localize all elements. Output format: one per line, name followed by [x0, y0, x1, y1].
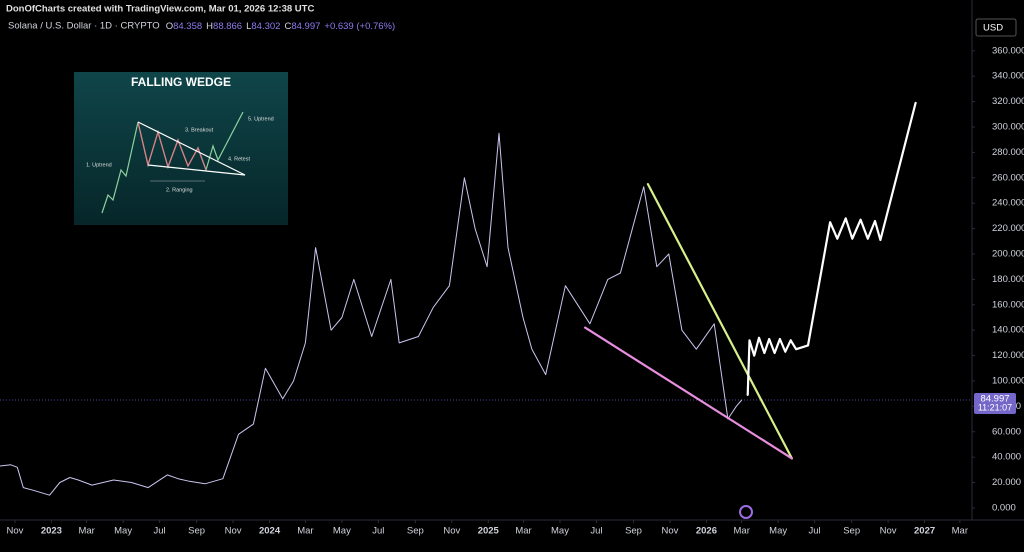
inset-title: FALLING WEDGE — [131, 75, 231, 89]
y-tick-label: 300.000 — [992, 121, 1024, 132]
y-tick-label: 20.000 — [992, 477, 1021, 488]
inset-label: 5. Uptrend — [248, 116, 274, 122]
x-tick-label: Nov — [6, 526, 23, 537]
currency: USD — [983, 23, 1003, 34]
y-tick-label: 280.000 — [992, 147, 1024, 158]
ohlc-letter: L — [246, 21, 251, 32]
y-tick-label: 340.000 — [992, 71, 1024, 82]
inset: FALLING WEDGE 1. Uptrend 2. Ranging 3. B… — [74, 72, 288, 225]
x-tick-label: Jul — [372, 526, 384, 537]
x-tick-label: 2023 — [41, 526, 62, 537]
y-tick-label: 260.000 — [992, 172, 1024, 183]
x-tick-label: Sep — [843, 526, 860, 537]
y-tick-label: 200.000 — [992, 248, 1024, 259]
y-tick-label: 220.000 — [992, 223, 1024, 234]
x-tick-label: Mar — [515, 526, 531, 537]
x-tick-label: 2027 — [914, 526, 935, 537]
x-tick-label: Mar — [78, 526, 94, 537]
x-tick-label: May — [769, 526, 787, 537]
inset-label: 1. Uptrend — [86, 162, 112, 168]
x-tick-label: Sep — [188, 526, 205, 537]
last-price: 84.997 — [980, 394, 1009, 405]
ohlc-value: 84.302 — [251, 21, 280, 32]
x-tick-label: 2024 — [259, 526, 281, 537]
y-tick-label: 40.000 — [992, 452, 1021, 463]
ohlc: O84.358 H88.866 L84.302 C84.997 +0.639 (+0.7… — [166, 21, 395, 32]
x-tick-label: Mar — [297, 526, 313, 537]
inset-label: 2. Ranging — [166, 187, 193, 193]
ohlc-value: 84.997 — [291, 21, 320, 32]
x-tick-label: Sep — [625, 526, 642, 537]
x-tick-label: Mar — [734, 526, 750, 537]
x-tick-label: Nov — [880, 526, 897, 537]
attribution: DonOfCharts created with TradingView.com… — [6, 4, 314, 15]
y-tick-label: 120.000 — [992, 350, 1024, 361]
ohlc-letter: H — [206, 21, 213, 32]
icon — [739, 505, 753, 519]
ohlc-value: 84.358 — [173, 21, 202, 32]
drawing-line — [646, 183, 793, 460]
x-tick-label: 2025 — [478, 526, 500, 537]
y-tick-label: 180.000 — [992, 274, 1024, 285]
x-tick-label: Mar — [952, 526, 968, 537]
y-tick-label: 160.000 — [992, 299, 1024, 310]
x-tick-label: May — [114, 526, 132, 537]
ohlc-letter: C — [284, 21, 291, 32]
y-tick-label: 60.000 — [992, 426, 1021, 437]
inset-line — [147, 164, 246, 176]
ohlc-letter: O — [166, 21, 173, 32]
y-tick-label: 360.000 — [992, 45, 1024, 56]
x-tick-label: May — [333, 526, 351, 537]
y-tick-label: 140.000 — [992, 325, 1024, 336]
x-tick-label: Jul — [153, 526, 165, 537]
change: +0.639 (+0.76%) — [324, 21, 395, 32]
y-tick-label: 100.000 — [992, 375, 1024, 386]
x-tick-label: May — [551, 526, 569, 537]
x-tick-label: Nov — [225, 526, 242, 537]
countdown: 11:21:07 — [978, 402, 1012, 412]
price-line — [0, 132, 743, 496]
inset-label: 4. Retest — [228, 156, 250, 162]
currency-box — [975, 18, 1017, 37]
x-tick-label: Sep — [407, 526, 424, 537]
drawing-line — [584, 326, 793, 460]
x-tick-label: Nov — [662, 526, 679, 537]
inset-label: 3. Breakout — [185, 127, 214, 133]
x-tick-label: 2026 — [696, 526, 717, 537]
y-tick-label: 0.000 — [992, 502, 1016, 513]
price-badge — [974, 393, 1016, 415]
x-tick-label: Nov — [443, 526, 460, 537]
inset-line — [137, 121, 246, 176]
x-tick-label: Jul — [809, 526, 821, 537]
x-tick-label: Jul — [590, 526, 602, 537]
ohlc-value: 88.866 — [213, 21, 242, 32]
y-tick-label: 320.000 — [992, 96, 1024, 107]
y-tick-label: 240.000 — [992, 198, 1024, 209]
symbol: Solana / U.S. Dollar · 1D · CRYPTO — [8, 21, 160, 32]
drawing-line — [746, 101, 917, 396]
